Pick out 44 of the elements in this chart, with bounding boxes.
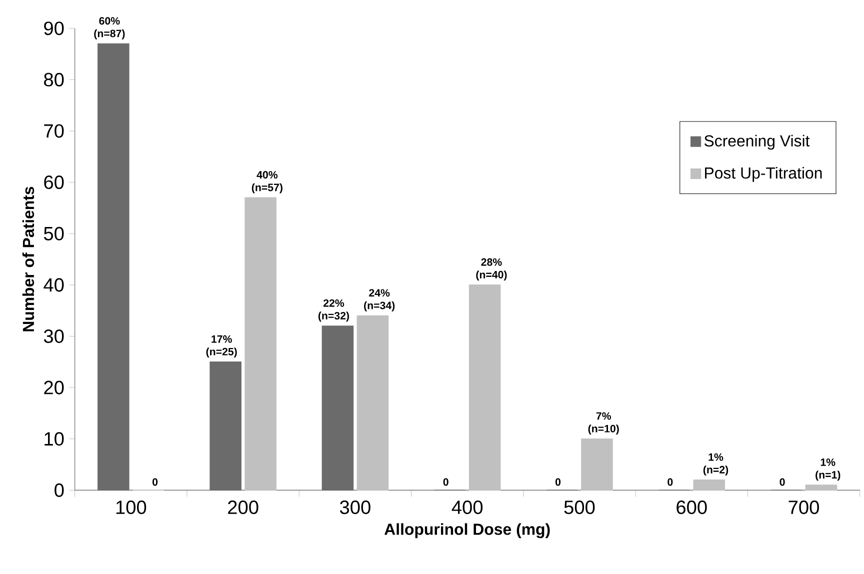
legend-label: Screening Visit [704, 134, 810, 150]
data-label: 17% (n=25) [206, 335, 237, 358]
x-tick-label: 400 [452, 500, 483, 514]
bar [805, 484, 838, 491]
x-tick-label: 100 [116, 500, 146, 514]
bar [693, 479, 726, 491]
y-tick-label: 80 [44, 72, 64, 86]
y-axis-title: Number of Patients [22, 186, 34, 332]
bar [210, 361, 242, 491]
y-tick-label: 90 [44, 22, 64, 36]
data-label: 0 [555, 478, 561, 486]
data-label: 0 [443, 478, 448, 486]
bar [356, 315, 389, 491]
y-tick-label: 50 [44, 226, 64, 240]
bar [244, 197, 276, 491]
data-label: 0 [668, 478, 673, 486]
data-label: 24% (n=34) [364, 289, 395, 312]
y-tick-label: 40 [44, 278, 64, 292]
y-tick-label: 30 [44, 329, 64, 343]
data-label: 28% (n=40) [476, 258, 507, 280]
x-tick-label: 300 [340, 500, 370, 514]
x-tick-label: 200 [228, 500, 258, 514]
y-tick-label: 70 [44, 124, 64, 138]
data-label: 7% (n=10) [588, 412, 619, 434]
bar [468, 284, 501, 491]
data-label: 1% (n=1) [816, 458, 840, 481]
bar [322, 326, 354, 491]
bar [581, 438, 613, 491]
data-label: 60% (n=87) [94, 17, 125, 40]
bar [98, 43, 130, 491]
x-tick-label: 500 [564, 500, 595, 514]
legend-label: Post Up-Titration [705, 166, 822, 182]
y-tick-label: 10 [44, 432, 64, 446]
y-tick-label: 60 [44, 175, 64, 190]
y-tick-label: 0 [54, 483, 64, 497]
x-axis-title: Allopurinol Dose (mg) [384, 523, 550, 538]
data-label: 0 [152, 478, 158, 486]
x-tick-label: 600 [676, 500, 707, 514]
x-tick-label: 700 [788, 500, 819, 514]
data-label: 1% (n=2) [703, 453, 728, 476]
data-label: 22% (n=32) [318, 299, 349, 322]
data-label: 40% (n=57) [252, 171, 282, 194]
y-tick-label: 20 [44, 380, 64, 394]
data-label: 0 [780, 478, 785, 486]
